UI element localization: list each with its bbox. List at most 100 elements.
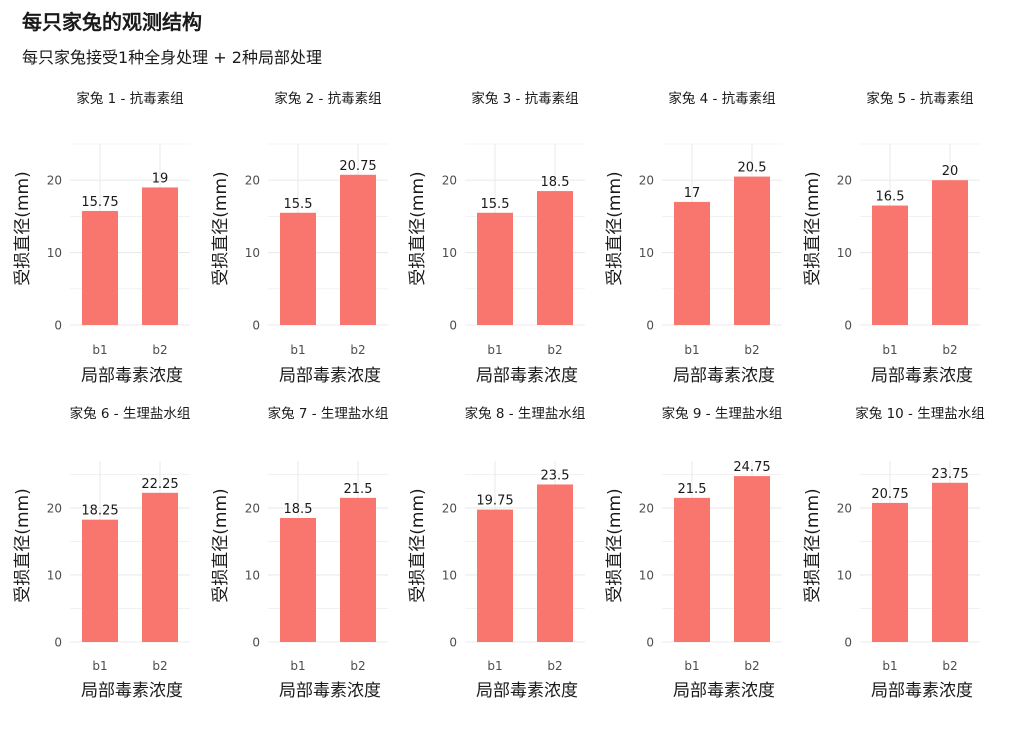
y-axis-label: 受损直径(mm) xyxy=(803,171,823,285)
bar-b2 xyxy=(932,180,968,325)
bar-b2 xyxy=(340,497,376,642)
y-tick-label: 0 xyxy=(844,319,852,333)
x-tick-label: b2 xyxy=(547,343,562,357)
panel-title: 家兔 7 - 生理盐水组 xyxy=(268,405,389,422)
y-tick-label: 0 xyxy=(844,636,852,650)
x-tick-label: b2 xyxy=(152,659,167,673)
panel-title: 家兔 3 - 抗毒素组 xyxy=(471,90,578,107)
bar-b1 xyxy=(477,509,513,642)
data-label: 18.5 xyxy=(284,502,313,517)
bar-b2 xyxy=(734,176,770,325)
y-axis-label: 受损直径(mm) xyxy=(605,488,625,602)
x-tick-label: b1 xyxy=(882,659,897,673)
y-axis-label: 受损直径(mm) xyxy=(211,488,231,602)
bar-b1 xyxy=(674,201,710,325)
x-axis-label: 局部毒素浓度 xyxy=(476,366,578,386)
panel-title: 家兔 9 - 生理盐水组 xyxy=(662,405,783,422)
data-label: 22.25 xyxy=(141,477,178,492)
panel-title: 家兔 2 - 抗毒素组 xyxy=(274,90,381,107)
x-tick-label: b2 xyxy=(942,343,957,357)
y-tick-label: 0 xyxy=(646,636,654,650)
x-tick-label: b1 xyxy=(684,343,699,357)
y-tick-label: 20 xyxy=(442,174,457,188)
x-axis-label: 局部毒素浓度 xyxy=(81,366,183,386)
y-axis-label: 受损直径(mm) xyxy=(408,171,428,285)
x-axis-label: 局部毒素浓度 xyxy=(476,681,578,701)
y-axis-label: 受损直径(mm) xyxy=(803,488,823,602)
panel-title: 家兔 5 - 抗毒素组 xyxy=(866,90,973,107)
x-tick-label: b1 xyxy=(487,343,502,357)
y-tick-label: 20 xyxy=(245,501,260,515)
panel-title: 家兔 6 - 生理盐水组 xyxy=(70,405,191,422)
data-label: 23.75 xyxy=(931,467,968,482)
y-tick-label: 10 xyxy=(245,568,260,582)
x-axis-label: 局部毒素浓度 xyxy=(279,681,381,701)
y-tick-label: 10 xyxy=(837,568,852,582)
data-label: 15.5 xyxy=(284,197,313,212)
data-label: 21.5 xyxy=(344,482,373,497)
x-tick-label: b2 xyxy=(152,343,167,357)
y-tick-label: 20 xyxy=(47,174,62,188)
data-label: 17 xyxy=(684,186,701,201)
y-tick-label: 20 xyxy=(837,174,852,188)
x-axis-label: 局部毒素浓度 xyxy=(81,681,183,701)
x-tick-label: b2 xyxy=(744,343,759,357)
data-label: 15.75 xyxy=(81,195,118,210)
data-label: 20.75 xyxy=(339,159,376,174)
data-label: 23.5 xyxy=(541,468,570,483)
bar-b1 xyxy=(280,212,316,325)
x-tick-label: b1 xyxy=(684,659,699,673)
y-axis-label: 受损直径(mm) xyxy=(211,171,231,285)
y-tick-label: 10 xyxy=(245,246,260,260)
bar-b2 xyxy=(734,476,770,642)
bar-b2 xyxy=(537,484,573,642)
y-axis-label: 受损直径(mm) xyxy=(605,171,625,285)
x-axis-label: 局部毒素浓度 xyxy=(871,681,973,701)
bar-b1 xyxy=(872,205,908,325)
bar-b1 xyxy=(872,502,908,642)
y-tick-label: 0 xyxy=(449,319,457,333)
y-tick-label: 20 xyxy=(639,501,654,515)
x-axis-label: 局部毒素浓度 xyxy=(673,681,775,701)
x-tick-label: b2 xyxy=(350,659,365,673)
y-axis-label: 受损直径(mm) xyxy=(13,171,33,285)
y-tick-label: 20 xyxy=(837,501,852,515)
data-label: 20.5 xyxy=(738,161,767,176)
data-label: 16.5 xyxy=(876,190,905,205)
data-label: 20 xyxy=(942,164,959,179)
data-label: 21.5 xyxy=(678,482,707,497)
figure-title: 每只家兔的观测结构 xyxy=(22,10,202,34)
figure-subtitle: 每只家兔接受1种全身处理 + 2种局部处理 xyxy=(22,48,322,67)
y-tick-label: 10 xyxy=(442,246,457,260)
x-tick-label: b1 xyxy=(487,659,502,673)
y-tick-label: 0 xyxy=(54,319,62,333)
y-axis-label: 受损直径(mm) xyxy=(13,488,33,602)
x-tick-label: b1 xyxy=(290,659,305,673)
data-label: 18.25 xyxy=(81,504,118,519)
y-tick-label: 20 xyxy=(442,501,457,515)
y-tick-label: 20 xyxy=(245,174,260,188)
y-tick-label: 20 xyxy=(47,501,62,515)
x-tick-label: b1 xyxy=(290,343,305,357)
y-tick-label: 0 xyxy=(646,319,654,333)
panel-title: 家兔 4 - 抗毒素组 xyxy=(668,90,775,107)
x-tick-label: b2 xyxy=(350,343,365,357)
data-label: 20.75 xyxy=(871,487,908,502)
x-tick-label: b2 xyxy=(547,659,562,673)
y-tick-label: 20 xyxy=(639,174,654,188)
y-tick-label: 10 xyxy=(47,568,62,582)
bar-b1 xyxy=(674,497,710,642)
panel-title: 家兔 8 - 生理盐水组 xyxy=(465,405,586,422)
y-tick-label: 0 xyxy=(54,636,62,650)
bar-b2 xyxy=(537,191,573,325)
panel-title: 家兔 10 - 生理盐水组 xyxy=(855,405,984,422)
x-tick-label: b1 xyxy=(92,343,107,357)
x-axis-label: 局部毒素浓度 xyxy=(871,366,973,386)
data-label: 24.75 xyxy=(733,460,770,475)
data-label: 18.5 xyxy=(541,175,570,190)
x-tick-label: b2 xyxy=(942,659,957,673)
data-label: 19 xyxy=(152,171,169,186)
panel-title: 家兔 1 - 抗毒素组 xyxy=(76,90,183,107)
y-tick-label: 10 xyxy=(837,246,852,260)
